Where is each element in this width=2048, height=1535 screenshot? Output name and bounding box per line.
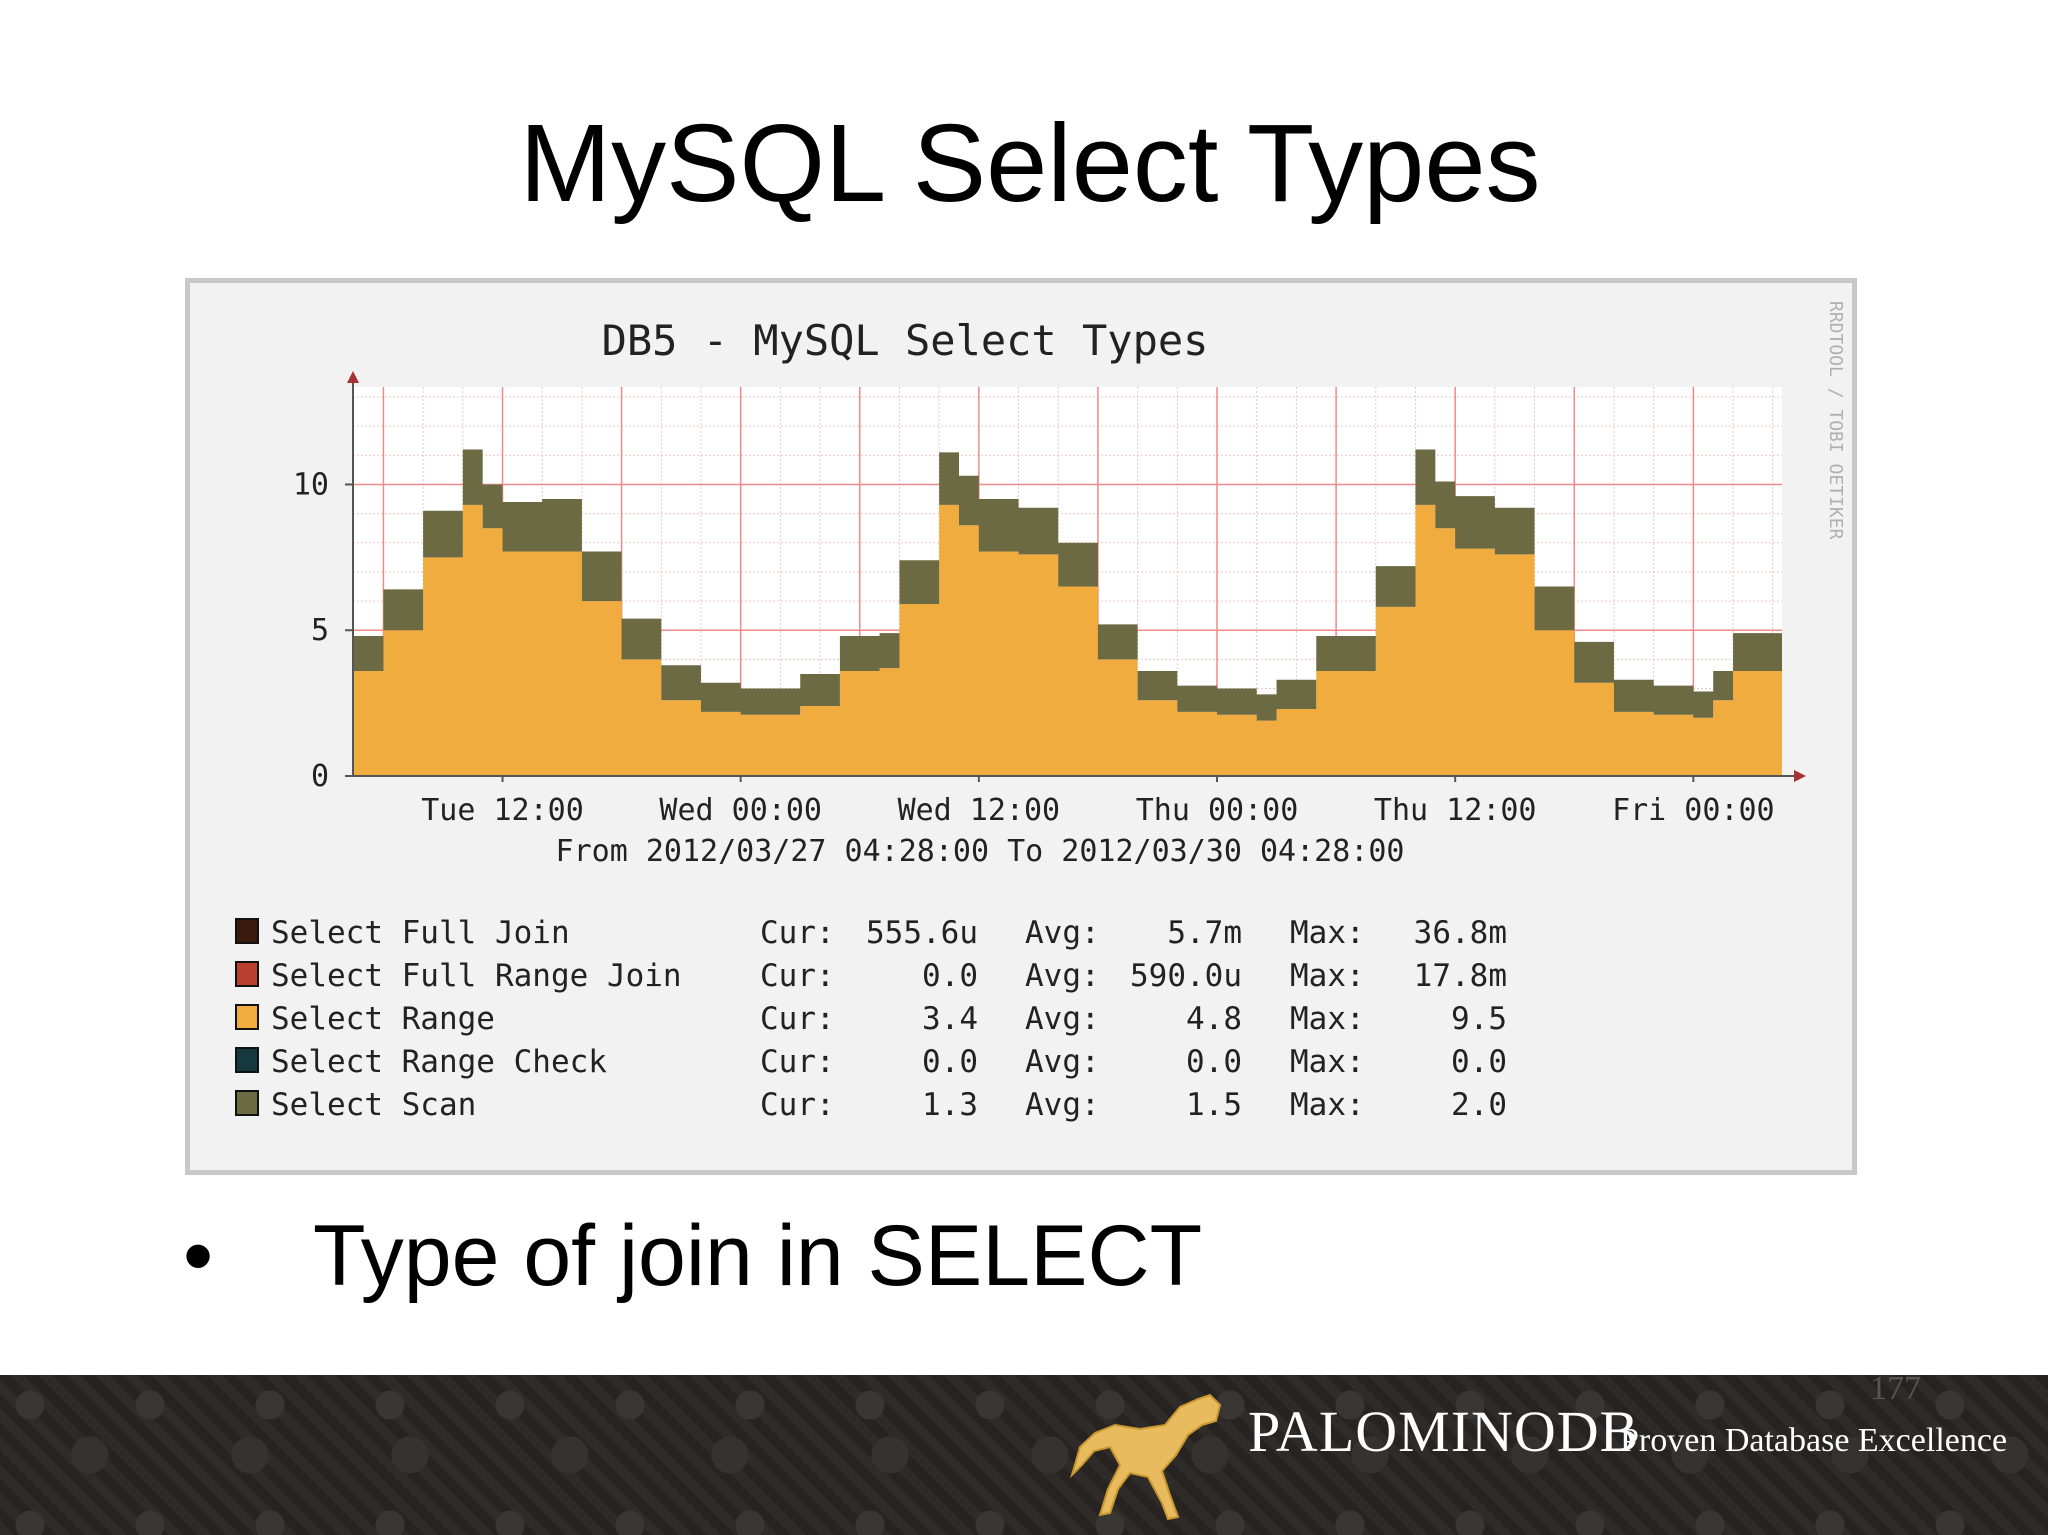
slide-title: MySQL Select Types xyxy=(519,102,1541,225)
legend-max-label: Max: xyxy=(1290,1044,1365,1080)
legend-avg-label: Avg: xyxy=(1025,958,1100,994)
y-tick-label: 10 xyxy=(293,467,329,502)
legend-max-value: 17.8m xyxy=(1414,958,1507,994)
x-axis-arrow xyxy=(1794,770,1806,782)
legend-cur-label: Cur: xyxy=(760,1087,835,1123)
legend-avg-value: 5.7m xyxy=(1167,915,1242,951)
bullet-marker: • xyxy=(183,1208,214,1304)
legend-label: Select Full Range Join xyxy=(271,958,682,994)
legend-avg-label: Avg: xyxy=(1025,1087,1100,1123)
legend-cur-label: Cur: xyxy=(760,915,835,951)
legend-max-value: 0.0 xyxy=(1451,1044,1507,1080)
bullet-text: Type of join in SELECT xyxy=(313,1208,1203,1304)
legend-avg-label: Avg: xyxy=(1025,915,1100,951)
legend-cur-label: Cur: xyxy=(760,1001,835,1037)
page-number: 177 xyxy=(1870,1370,1921,1407)
legend-max-label: Max: xyxy=(1290,1087,1365,1123)
legend-cur-value: 0.0 xyxy=(922,958,978,994)
legend-label: Select Scan xyxy=(271,1087,476,1123)
legend-max-label: Max: xyxy=(1290,958,1365,994)
brand-tagline: Proven Database Excellence xyxy=(1620,1422,2008,1459)
x-tick-label: Fri 00:00 xyxy=(1612,793,1775,828)
legend-cur-label: Cur: xyxy=(760,1044,835,1080)
legend-label: Select Full Join xyxy=(271,915,570,951)
legend-avg-value: 1.5 xyxy=(1186,1087,1242,1123)
y-axis-arrow xyxy=(347,371,359,383)
rrdtool-watermark: RRDTOOL / TOBI OETIKER xyxy=(1825,301,1846,540)
legend-avg-value: 0.0 xyxy=(1186,1044,1242,1080)
legend-swatch xyxy=(235,961,259,987)
legend-avg-value: 4.8 xyxy=(1186,1001,1242,1037)
rrd-graph: 0 5 10 Tue 12:00 Wed 00:00 Wed 12:00 Thu 00:00… xyxy=(185,278,1857,1175)
legend-max-value: 2.0 xyxy=(1451,1087,1507,1123)
legend-avg-value: 590.0u xyxy=(1130,958,1242,994)
area-select-range xyxy=(353,504,1782,776)
legend-cur-value: 3.4 xyxy=(922,1001,978,1037)
legend-max-label: Max: xyxy=(1290,1001,1365,1037)
legend-swatch xyxy=(235,1047,259,1073)
legend-label: Select Range Check xyxy=(271,1044,607,1080)
legend-max-label: Max: xyxy=(1290,915,1365,951)
chart-canvas: 0 5 10 Tue 12:00 Wed 00:00 Wed 12:00 Thu 00:00… xyxy=(235,301,1846,1123)
legend-swatch xyxy=(235,918,259,944)
y-tick-label: 5 xyxy=(311,613,329,648)
legend-max-value: 36.8m xyxy=(1414,915,1507,951)
x-tick-label: Wed 00:00 xyxy=(659,793,822,828)
footer-banner xyxy=(0,1375,2048,1535)
x-tick-label: Tue 12:00 xyxy=(421,793,584,828)
legend-cur-value: 555.6u xyxy=(866,915,978,951)
legend-cur-value: 0.0 xyxy=(922,1044,978,1080)
x-tick-label: Thu 12:00 xyxy=(1374,793,1537,828)
brand-name: PALOMINODB xyxy=(1248,1399,1640,1464)
horse-logo-icon xyxy=(1070,1393,1222,1521)
legend-cur-value: 1.3 xyxy=(922,1087,978,1123)
time-range-label: From 2012/03/27 04:28:00 To 2012/03/30 0… xyxy=(556,834,1405,869)
legend-max-value: 9.5 xyxy=(1451,1001,1507,1037)
x-tick-label: Wed 12:00 xyxy=(898,793,1061,828)
area-select-scan xyxy=(353,449,1782,721)
y-tick-label: 0 xyxy=(311,759,329,794)
legend-swatch xyxy=(235,1004,259,1030)
legend-swatch xyxy=(235,1090,259,1116)
chart-title: DB5 - MySQL Select Types xyxy=(602,316,1209,365)
legend-avg-label: Avg: xyxy=(1025,1001,1100,1037)
legend-cur-label: Cur: xyxy=(760,958,835,994)
legend-label: Select Range xyxy=(271,1001,495,1037)
x-tick-label: Thu 00:00 xyxy=(1136,793,1299,828)
legend-avg-label: Avg: xyxy=(1025,1044,1100,1080)
